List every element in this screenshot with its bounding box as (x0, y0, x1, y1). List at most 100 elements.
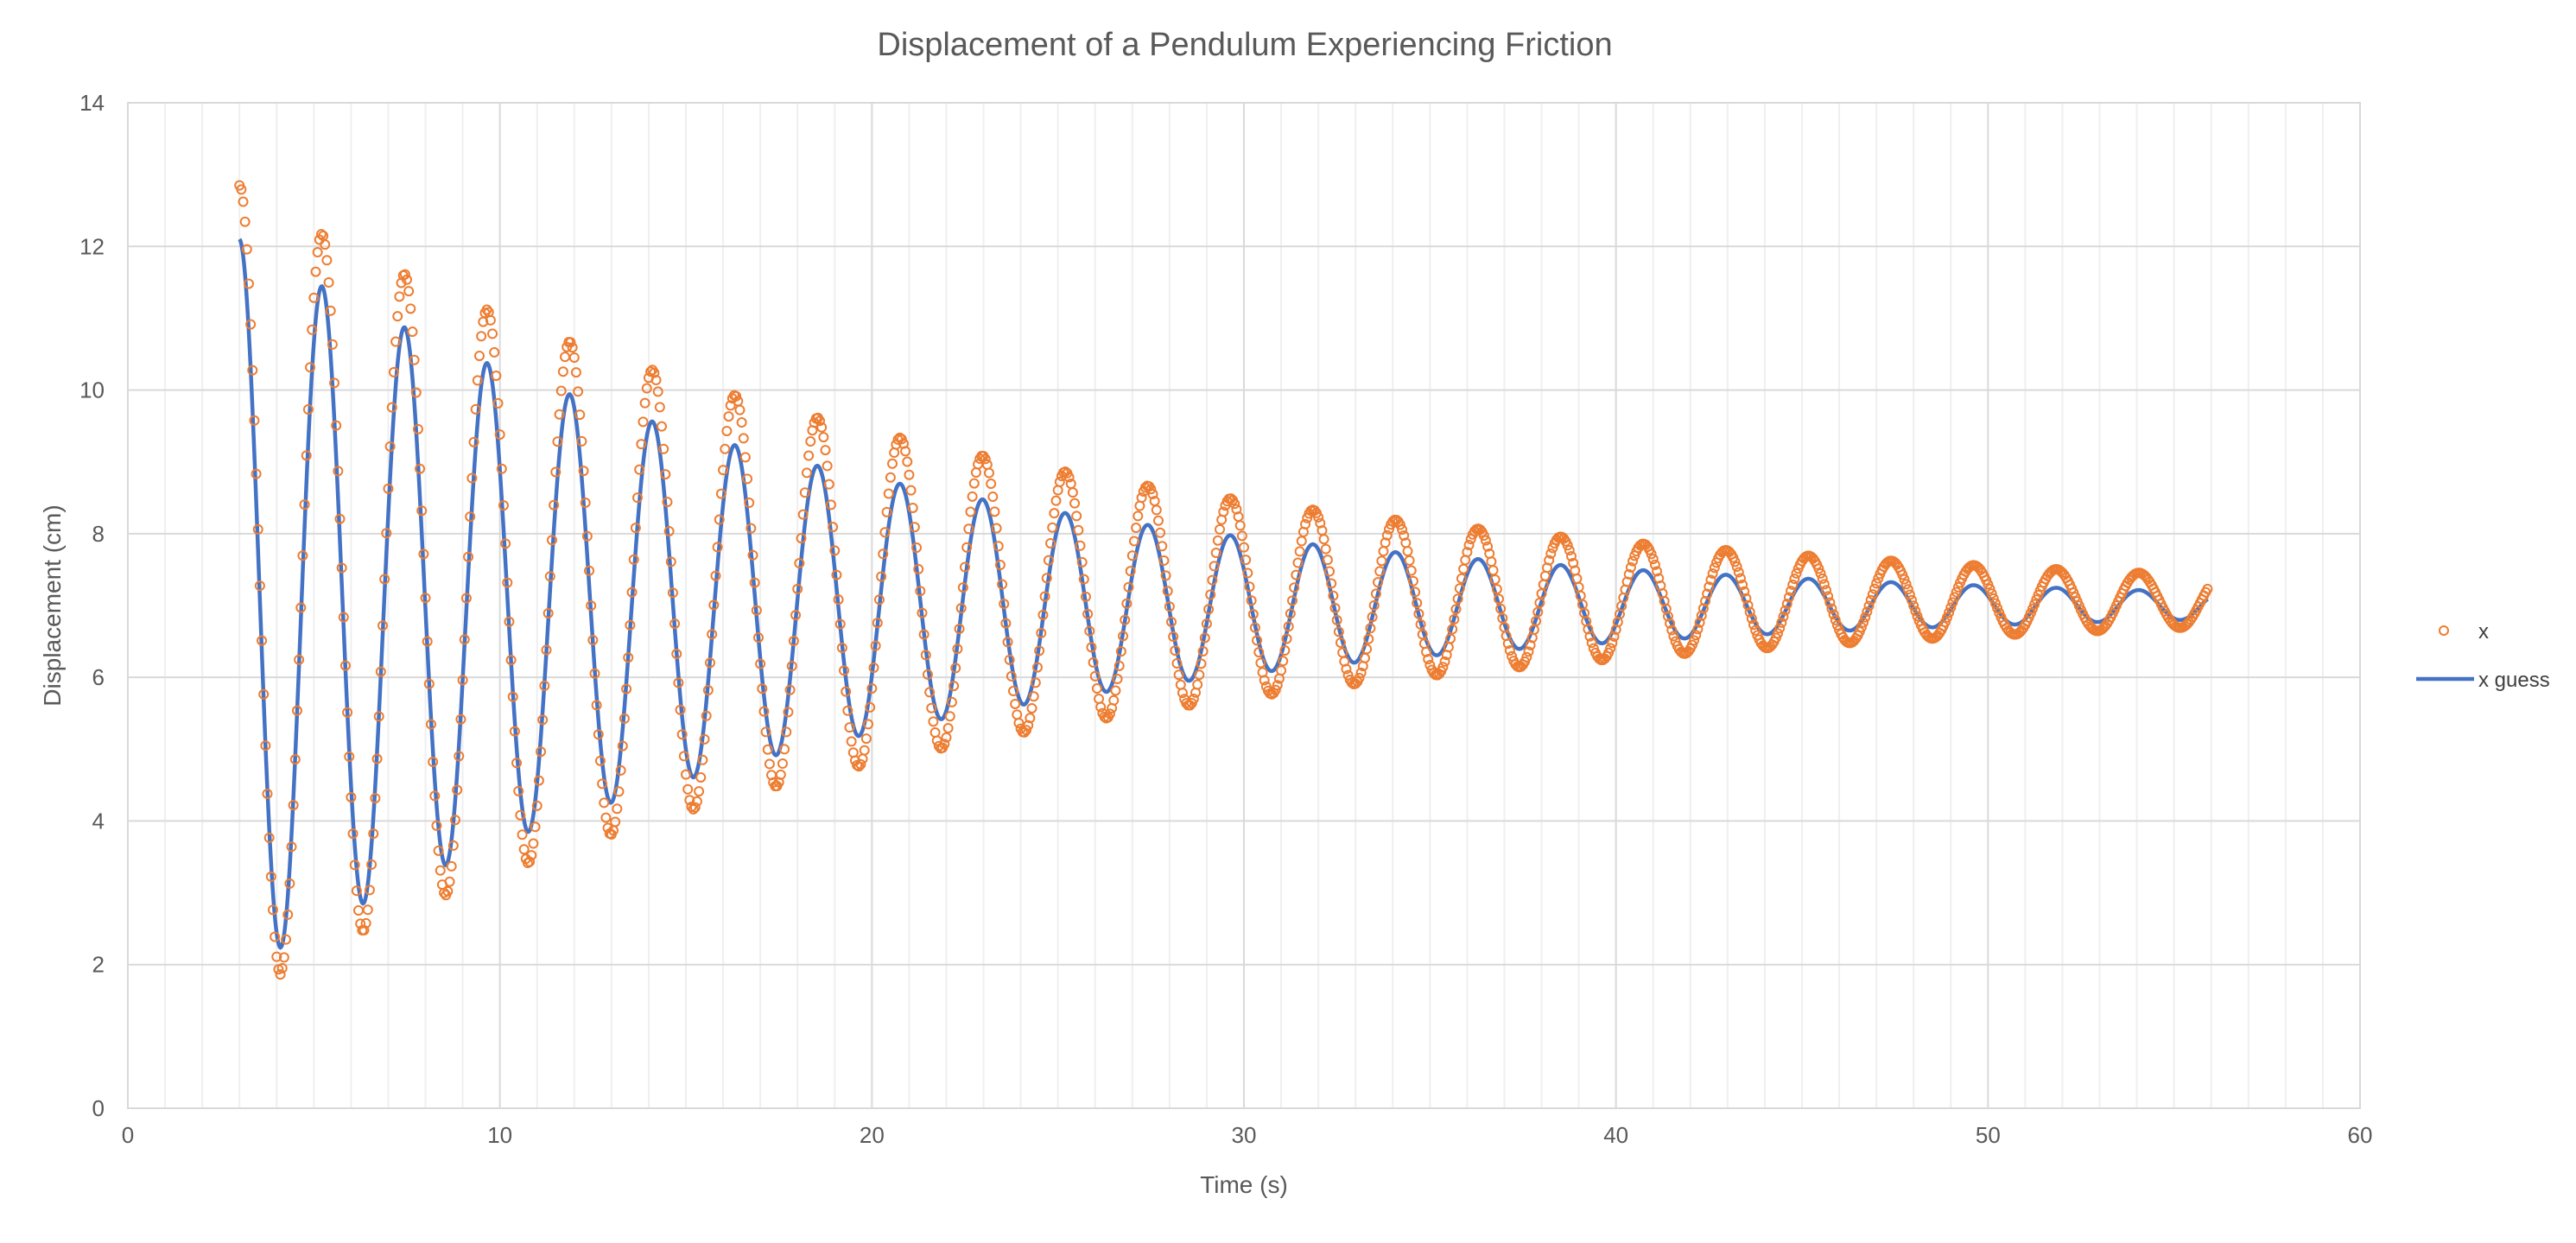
x-data-point (704, 657, 715, 669)
x-data-point (1789, 574, 1800, 585)
x-data-point (823, 479, 834, 490)
x-data-point (243, 278, 254, 289)
x-data-point (2029, 599, 2040, 610)
x-data-point (429, 790, 441, 802)
x-data-point (1215, 523, 1226, 535)
x-data-point (491, 370, 502, 381)
x-data-point (390, 336, 402, 347)
x-data-point (911, 542, 923, 554)
x-data-point (967, 491, 978, 502)
x-data-point (1649, 559, 1660, 570)
x-data-point (799, 487, 810, 498)
x-data-point (764, 758, 775, 770)
x-data-point (1131, 523, 1142, 534)
x-data-point (1862, 606, 1873, 618)
x-data-point (1253, 647, 1265, 658)
x-data-point (1175, 679, 1186, 690)
x-data-point (295, 602, 307, 613)
x-data-point (909, 522, 920, 533)
x-data-point (267, 904, 278, 916)
x-data-point (1355, 667, 1367, 678)
x-data-point (1194, 669, 1205, 681)
x-data-point (275, 969, 286, 980)
x-data-point (1091, 683, 1102, 694)
x-data-point (392, 311, 403, 322)
x-data-point (580, 497, 591, 508)
x-data-point (1278, 656, 1289, 667)
x-data-point (1283, 621, 1294, 632)
x-data-point (866, 682, 878, 694)
x-data-point (742, 473, 753, 485)
x-data-point (444, 876, 455, 887)
x-data-point (710, 570, 721, 581)
series-x (234, 180, 2213, 980)
x-data-point (1547, 542, 1558, 554)
x-data-point (667, 587, 678, 599)
x-data-point (905, 485, 917, 496)
x-data-point (1902, 584, 1913, 595)
x-data-point (885, 472, 896, 483)
x-data-point (1025, 713, 1036, 724)
x-data-point (288, 800, 299, 811)
x-data-point (1121, 598, 1133, 609)
x-data-point (1279, 644, 1291, 656)
x-data-point (1986, 588, 1997, 599)
x-data-point (1010, 698, 1021, 709)
x-data-point (714, 514, 725, 525)
x-data-point (1365, 623, 1376, 634)
x-data-point (1292, 557, 1304, 568)
x-data-point (539, 680, 550, 691)
x-data-point (481, 304, 492, 315)
x-data-point (1367, 612, 1378, 623)
x-data-point (1054, 476, 1065, 487)
x-data-point (1449, 614, 1460, 625)
x-data-point (623, 652, 634, 663)
x-tick-label: 20 (860, 1122, 885, 1148)
x-data-point (860, 733, 872, 745)
x-data-point (991, 523, 1002, 534)
x-data-point (1709, 562, 1720, 574)
x-data-point (1447, 624, 1458, 635)
x-data-point (276, 962, 288, 973)
y-tick-label: 0 (92, 1095, 105, 1121)
x-data-point (1099, 711, 1110, 722)
x-data-point (449, 815, 460, 826)
x-data-point (1324, 566, 1336, 577)
x-data-point (1162, 586, 1173, 597)
x-data-point (1207, 574, 1218, 586)
x-data-point (1694, 617, 1705, 628)
x-data-point (402, 274, 412, 285)
x-data-point (628, 554, 639, 565)
x-data-point (954, 623, 965, 634)
x-axis-title: Time (s) (1200, 1171, 1288, 1198)
x-data-point (701, 710, 712, 721)
x-data-point (315, 229, 327, 240)
x-data-point (1152, 515, 1164, 526)
x-data-point (625, 619, 636, 631)
x-data-point (989, 506, 1000, 517)
x-data-point (1773, 628, 1784, 639)
x-data-point (691, 796, 702, 807)
x-data-point (1413, 608, 1424, 619)
x-data-point (1021, 725, 1032, 736)
x-data-point (1373, 577, 1384, 588)
x-data-point (1465, 534, 1476, 545)
x-data-point (1584, 631, 1596, 642)
x-data-point (1984, 583, 1995, 594)
x-data-point (855, 758, 866, 770)
x-data-point (325, 305, 336, 316)
x-data-point (1735, 573, 1746, 584)
x-data-point (1507, 650, 1518, 662)
y-tick-label: 6 (92, 664, 105, 690)
x-data-point (1691, 630, 1702, 641)
x-data-point (1945, 602, 1957, 613)
x-data-point (1136, 492, 1147, 504)
x-data-point (312, 247, 323, 258)
x-data-point (511, 758, 523, 769)
x-data-point (307, 324, 318, 335)
x-data-point (697, 754, 708, 765)
x-data-point (702, 685, 714, 696)
x-data-point (552, 436, 563, 447)
x-data-point (833, 594, 844, 606)
x-data-point (394, 291, 405, 302)
